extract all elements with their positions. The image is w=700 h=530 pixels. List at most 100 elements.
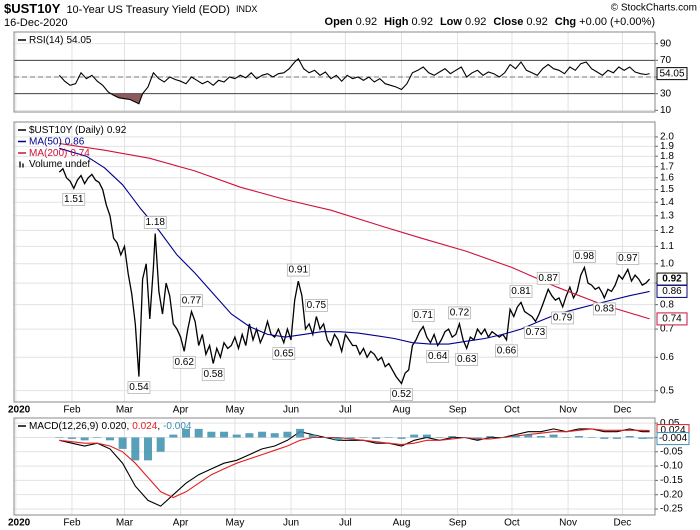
annotation-label: 0.83: [595, 304, 615, 315]
x-tick-label: Feb: [63, 405, 81, 416]
histogram-bar: [359, 437, 368, 438]
histogram-bar: [384, 437, 393, 438]
histogram-bar: [105, 437, 114, 441]
series-line: [58, 57, 650, 105]
annotation-label: 0.77: [182, 295, 202, 306]
legend-value: 54.05: [66, 35, 91, 46]
value-tag: [656, 67, 688, 81]
histogram-bar: [308, 434, 317, 438]
annotation-label: 1.18: [146, 217, 166, 228]
annotation-box: [616, 252, 640, 265]
annotation-label: 0.62: [174, 357, 194, 368]
histogram-bar: [435, 437, 444, 438]
series-line: [59, 428, 650, 499]
annotation-box: [286, 263, 310, 277]
chart-title: $UST10Y 10-Year US Treasury Yield (EOD) …: [4, 1, 257, 16]
annotation-label: 0.75: [307, 300, 327, 311]
histogram-bar: [612, 437, 621, 439]
x-tick-label: Sep: [449, 518, 467, 529]
annotation-label: 0.97: [618, 253, 638, 264]
instrument-name: 10-Year US Treasury Yield (EOD): [66, 4, 229, 16]
annotation-box: [127, 381, 151, 394]
annotation-box: [426, 350, 450, 363]
x-tick-label: Jun: [283, 405, 299, 416]
x-tick-label: Jul: [339, 518, 352, 529]
annotation-box: [509, 285, 533, 298]
annotation-box: [201, 368, 225, 381]
legend: MA(200) 0.74: [29, 148, 90, 159]
histogram-bar: [498, 437, 507, 438]
y-tick-label: 10: [660, 105, 672, 116]
x-tick-label: 2020: [8, 405, 31, 416]
y-tick-label: 1.1: [660, 241, 674, 252]
x-tick-label: Oct: [504, 405, 520, 416]
histogram-bar: [562, 437, 571, 438]
x-tick-label: Nov: [559, 405, 577, 416]
x-tick-label: Apr: [173, 518, 189, 529]
annotation-box: [143, 216, 167, 229]
quote-value: 0.92: [356, 16, 377, 28]
y-tick-label: -0.15: [660, 475, 683, 486]
histogram-bar: [93, 437, 102, 438]
x-tick-label: Sep: [449, 405, 467, 416]
y-tick-label: 90: [660, 38, 672, 49]
y-tick-label: 1.0: [660, 258, 674, 269]
histogram-bar: [600, 437, 609, 439]
quote-value: 0.92: [465, 16, 486, 28]
histogram-bar: [536, 436, 545, 438]
value-tag: [656, 284, 688, 298]
annotation-box: [495, 344, 518, 358]
legend: $UST10Y (Daily) 0.92: [29, 125, 127, 136]
histogram-bar: [549, 434, 558, 438]
legend-extra: Volume undef: [29, 159, 90, 170]
histogram-bar: [645, 437, 654, 439]
histogram-bar: [67, 437, 76, 439]
histogram-bar: [473, 437, 482, 439]
legend-value: 0.92: [107, 125, 127, 136]
annotation-box: [551, 311, 575, 325]
annotation-label: 0.52: [392, 389, 412, 400]
annotation-label: 0.65: [274, 348, 294, 359]
x-tick-label: 2020: [8, 518, 31, 529]
panel-background: [14, 122, 655, 402]
panel-frame: [13, 417, 656, 516]
y-tick-label: 1.6: [660, 172, 674, 183]
value-tag-label: -0.004: [659, 433, 688, 444]
histogram-bar: [80, 437, 89, 441]
value-tag-label: 0.92: [662, 274, 682, 285]
legend-value: 0.86: [65, 136, 85, 147]
value-tag-label: 0.74: [662, 314, 682, 325]
histogram-bar: [574, 436, 583, 438]
series-line: [58, 167, 651, 385]
y-tick-label: 1.2: [660, 225, 674, 236]
legend-name: $UST10Y (Daily): [29, 125, 104, 136]
legend-value: -0.004: [163, 421, 192, 432]
annotation-label: 0.98: [575, 251, 595, 262]
x-tick-label: Feb: [63, 518, 81, 529]
exchange: INDX: [236, 4, 258, 14]
x-tick-label: Dec: [614, 405, 632, 416]
histogram-bar: [232, 434, 241, 438]
legend: MACD(12,26,9) 0.020, 0.024, -0.004: [29, 421, 192, 432]
histogram-bar: [118, 437, 127, 449]
annotation-label: 0.81: [511, 286, 531, 297]
histogram-bar: [372, 437, 381, 439]
y-tick-label: 1.3: [660, 210, 674, 221]
y-tick-label: 0.05: [660, 418, 680, 429]
x-tick-label: Oct: [504, 518, 520, 529]
annotation-label: 0.72: [450, 308, 470, 319]
histogram-bar: [194, 428, 203, 438]
histogram-bar: [638, 437, 647, 439]
series-line: [59, 428, 650, 507]
legend-icon: [22, 163, 24, 168]
x-tick-label: May: [225, 405, 244, 416]
quote-value: 0.92: [412, 16, 433, 28]
y-tick-label: 0.8: [660, 299, 674, 310]
histogram-bar: [511, 436, 520, 438]
histogram-bar: [182, 428, 191, 438]
annotation-box: [536, 271, 560, 285]
value-tag-label: 0.86: [662, 286, 682, 297]
legend-icon: [19, 161, 21, 168]
y-tick-label: 0.5: [660, 385, 674, 396]
quote-value: 0.92: [526, 16, 547, 28]
